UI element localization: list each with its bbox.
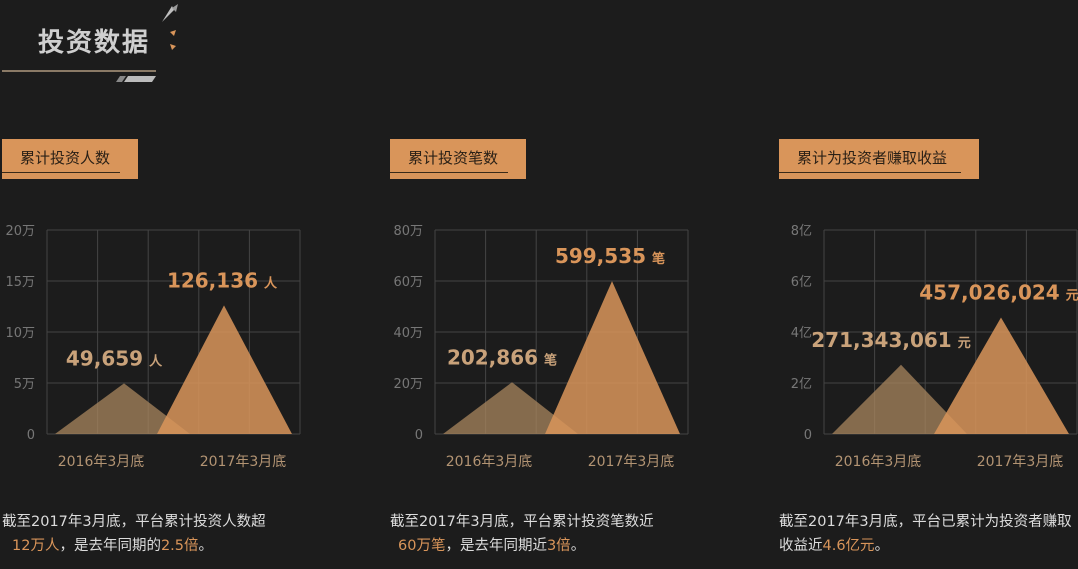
tag-underline (390, 172, 508, 173)
data-label-unit: 笔 (652, 251, 665, 267)
x-tick-label: 2017年3月底 (588, 454, 675, 470)
y-tick-label: 0 (415, 428, 423, 443)
y-tick-label: 20万 (5, 224, 35, 239)
data-area-peak (443, 382, 578, 434)
panel-tag-label: 累计投资笔数 (408, 149, 499, 167)
chart: 0 2亿 4亿 6亿 8亿 271,343,061 元 457,026,024 元 2016年3月… (791, 224, 1078, 470)
y-tick-label: 8亿 (791, 224, 812, 239)
y-tick-label: 60万 (393, 275, 423, 290)
data-label-unit: 元 (958, 336, 971, 351)
desc-text: 截至2017年3月底，平台累计投资人数超 (2, 514, 266, 530)
desc-text: 截至2017年3月底，平台已累计为投资者赚取收益近 (779, 514, 1072, 554)
y-tick-label: 2亿 (791, 377, 812, 392)
data-area-peak (55, 383, 190, 434)
data-label-value: 202,866 (447, 345, 538, 369)
y-tick-label: 15万 (5, 275, 35, 290)
y-tick-label: 10万 (5, 326, 35, 341)
panel-description: 截至2017年3月底，平台已累计为投资者赚取收益近4.6亿元。 (779, 510, 1078, 558)
y-tick-label: 0 (804, 428, 812, 443)
section-title: 投资数据 (38, 28, 151, 58)
desc-highlight: 4.6亿元 (822, 538, 875, 554)
data-label-value: 271,343,061 (811, 328, 951, 352)
data-label-unit: 人 (264, 275, 278, 291)
x-tick-label: 2016年3月底 (835, 454, 922, 470)
chart: 0 5万 10万 15万 20万 49,659 人 126,136 人 2016年3月底 2017年… (5, 224, 301, 470)
data-label: 599,535 笔 (555, 244, 665, 268)
desc-highlight: 3倍 (546, 538, 571, 554)
panel-description: 截至2017年3月底，平台累计投资人数超 12万人，是去年同期的2.5倍。 (2, 510, 322, 558)
data-label-unit: 笔 (544, 352, 557, 368)
desc-text: 。 (570, 538, 586, 554)
data-area-peak (934, 317, 1069, 434)
panel-transactions: 累计投资笔数 0 20万 40万 60万 80万 202,866 笔 599,535 笔 2016… (388, 0, 718, 569)
panel-tag-label: 累计为投资者赚取收益 (797, 149, 948, 167)
data-label-value: 49,659 (66, 346, 143, 370)
data-label: 126,136 人 (167, 268, 278, 292)
panel-description: 截至2017年3月底，平台累计投资笔数近 60万笔，是去年同期近3倍。 (390, 510, 710, 558)
title-underline-stripes (116, 76, 156, 82)
title-decoration-icon (162, 4, 178, 50)
panel-tag: 累计投资人数 (2, 139, 138, 179)
data-label-value: 457,026,024 (919, 280, 1059, 304)
y-tick-label: 4亿 (791, 326, 812, 341)
y-tick-label: 6亿 (791, 275, 812, 290)
desc-text: ，是去年同期的 (59, 538, 161, 554)
desc-text: 。 (198, 538, 214, 554)
panel-investors: 累计投资人数 0 5万 10万 15万 20万 49,659 人 126,136 人 2016年3… (0, 0, 330, 569)
desc-text: 。 (874, 538, 890, 554)
x-tick-label: 2016年3月底 (446, 454, 533, 470)
tag-underline (2, 172, 120, 173)
x-tick-label: 2017年3月底 (977, 454, 1064, 470)
data-label-value: 126,136 (167, 268, 258, 292)
y-tick-label: 40万 (393, 326, 423, 341)
x-tick-label: 2017年3月底 (200, 454, 287, 470)
data-label-unit: 人 (149, 353, 163, 369)
desc-text: ，是去年同期近 (445, 538, 547, 554)
data-area-peak (545, 281, 680, 434)
data-label-unit: 元 (1066, 288, 1078, 303)
chart: 0 20万 40万 60万 80万 202,866 笔 599,535 笔 2016年3月底 201… (393, 224, 689, 470)
desc-highlight: 2.5倍 (160, 538, 199, 554)
panel-tag: 累计投资笔数 (390, 139, 526, 179)
y-tick-label: 80万 (393, 224, 423, 239)
y-tick-label: 20万 (393, 377, 423, 392)
data-label: 271,343,061 元 (811, 328, 970, 352)
data-label: 457,026,024 元 (919, 280, 1078, 304)
y-tick-label: 5万 (14, 377, 35, 392)
tag-underline (779, 172, 961, 173)
panel-earnings: 累计为投资者赚取收益 0 2亿 4亿 6亿 8亿 271,343,061 元 457,026,… (777, 0, 1078, 569)
data-label: 202,866 笔 (447, 345, 557, 369)
title-underline (2, 70, 156, 72)
data-area-peak (832, 364, 967, 434)
desc-highlight: 12万人 (12, 538, 60, 554)
data-label-value: 599,535 (555, 244, 646, 268)
y-tick-label: 0 (27, 428, 35, 443)
panel-tag: 累计为投资者赚取收益 (779, 139, 979, 179)
desc-text: 截至2017年3月底，平台累计投资笔数近 (390, 514, 654, 530)
data-area-peak (157, 305, 292, 434)
data-label: 49,659 人 (66, 346, 163, 370)
desc-highlight: 60万笔 (398, 538, 446, 554)
panel-tag-label: 累计投资人数 (20, 149, 111, 167)
x-tick-label: 2016年3月底 (58, 454, 145, 470)
